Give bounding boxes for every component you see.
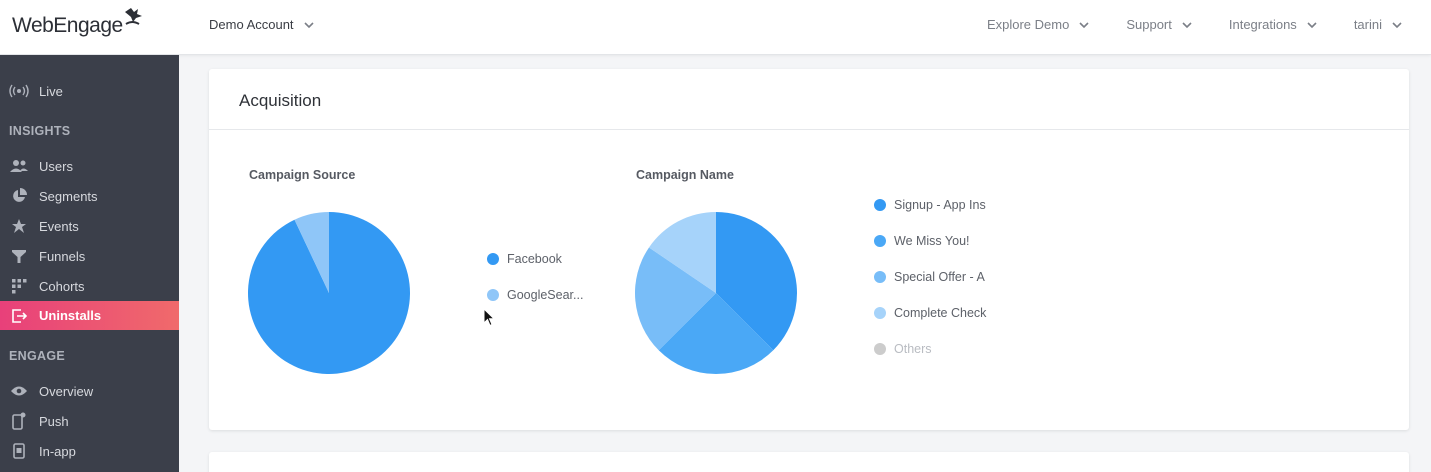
legend-dot xyxy=(874,307,886,319)
pie-slice-special-offer-a[interactable] xyxy=(635,247,716,351)
legend-label: Facebook xyxy=(507,252,562,266)
legend-item-complete-check[interactable]: Complete Check xyxy=(874,306,994,320)
pie-slice-complete-check[interactable] xyxy=(649,212,716,293)
pie-slice-signup-app-ins[interactable] xyxy=(716,212,797,351)
sidebar-item-label: Cohorts xyxy=(39,278,85,294)
account-switcher[interactable]: Demo Account xyxy=(209,0,315,49)
sidebar-item-label: Uninstalls xyxy=(39,308,102,323)
chevron-down-icon xyxy=(303,21,314,28)
section-heading-insights: INSIGHTS xyxy=(9,124,71,138)
bird-logo-icon xyxy=(125,8,142,25)
section-heading-engage: ENGAGE xyxy=(9,349,65,363)
top-bar: WebEngage Demo Account Explore Demo Supp… xyxy=(0,0,1431,55)
mouse-cursor-icon xyxy=(483,308,495,327)
pie-segment-icon xyxy=(9,187,29,205)
sidebar-item-users[interactable]: Users xyxy=(0,151,179,181)
legend-item-we-miss-you[interactable]: We Miss You! xyxy=(874,234,994,248)
card-title: Acquisition xyxy=(239,91,322,110)
star-burst-icon xyxy=(9,217,29,235)
sidebar-item-segments[interactable]: Segments xyxy=(0,181,179,211)
mobile-push-icon xyxy=(9,412,29,430)
sidebar-item-live[interactable]: Live xyxy=(0,76,179,106)
legend-item-googlesearch[interactable]: GoogleSear... xyxy=(487,288,597,302)
pie-slice-facebook[interactable] xyxy=(247,212,410,374)
sidebar-item-label: Events xyxy=(39,218,79,234)
legend-item-special-offer[interactable]: Special Offer - A xyxy=(874,270,994,284)
sidebar-item-push[interactable]: Push xyxy=(0,406,179,436)
legend-label: Others xyxy=(894,342,932,356)
next-card xyxy=(209,452,1409,472)
chart-title-campaign-source: Campaign Source xyxy=(249,168,356,182)
nav-support[interactable]: Support xyxy=(1126,17,1193,32)
mobile-inapp-icon xyxy=(9,442,29,460)
sidebar-item-label: Funnels xyxy=(39,248,86,264)
legend-dot xyxy=(874,271,886,283)
legend-item-facebook[interactable]: Facebook xyxy=(487,252,597,266)
sidebar-item-label: Overview xyxy=(39,383,94,399)
legend-item-signup[interactable]: Signup - App Ins xyxy=(874,198,994,212)
chevron-down-icon xyxy=(1182,21,1192,28)
sidebar-item-inapp[interactable]: In-app xyxy=(0,436,179,466)
sidebar-item-cohorts[interactable]: Cohorts xyxy=(0,271,179,301)
sidebar: Live INSIGHTS Users Segments Events Funn… xyxy=(0,55,179,472)
broadcast-icon xyxy=(9,82,29,100)
legend-label: Signup - App Ins xyxy=(894,198,986,212)
funnel-icon xyxy=(9,247,29,265)
top-nav: Explore Demo Support Integrations tarini xyxy=(951,0,1403,49)
nav-user-menu[interactable]: tarini xyxy=(1354,17,1403,32)
nav-user-label: tarini xyxy=(1353,17,1382,32)
sidebar-item-label: In-app xyxy=(39,443,76,459)
sidebar-item-label: Push xyxy=(39,413,69,429)
legend-dot xyxy=(874,343,886,355)
nav-integrations[interactable]: Integrations xyxy=(1229,17,1318,32)
eye-icon xyxy=(9,382,29,400)
chevron-down-icon xyxy=(1079,21,1089,28)
legend-label: We Miss You! xyxy=(894,234,970,248)
users-icon xyxy=(9,157,29,175)
nav-explore-demo-label: Explore Demo xyxy=(986,17,1070,32)
legend-dot xyxy=(487,253,499,265)
sidebar-item-label: Segments xyxy=(39,188,98,204)
legend-label: Complete Check xyxy=(894,306,987,320)
legend-dot xyxy=(487,289,499,301)
acquisition-card: Acquisition Campaign Source Facebook Goo… xyxy=(209,69,1409,430)
legend-label: GoogleSear... xyxy=(507,288,584,302)
sidebar-item-events[interactable]: Events xyxy=(0,211,179,241)
sidebar-item-funnels[interactable]: Funnels xyxy=(0,241,179,271)
webengage-logo[interactable]: WebEngage xyxy=(12,8,142,42)
nav-integrations-label: Integrations xyxy=(1228,17,1297,32)
pie-slice-we-miss-you[interactable] xyxy=(658,293,774,374)
logo-text: WebEngage xyxy=(12,14,123,37)
divider xyxy=(209,129,1409,130)
chevron-down-icon xyxy=(1307,21,1317,28)
sidebar-item-overview[interactable]: Overview xyxy=(0,376,179,406)
pie-slice-googlesear[interactable] xyxy=(294,212,329,293)
campaign-name-pie xyxy=(635,212,797,374)
grid-dots-icon xyxy=(9,277,29,295)
campaign-source-pie xyxy=(247,212,410,374)
legend-item-others[interactable]: Others xyxy=(874,342,994,356)
account-label: Demo Account xyxy=(209,17,294,32)
chevron-down-icon xyxy=(1392,21,1402,28)
exit-icon xyxy=(9,307,29,325)
nav-explore-demo[interactable]: Explore Demo xyxy=(987,17,1090,32)
nav-support-label: Support xyxy=(1126,17,1172,32)
sidebar-item-label: Live xyxy=(39,83,63,99)
legend-dot xyxy=(874,235,886,247)
legend-dot xyxy=(874,199,886,211)
sidebar-item-label: Users xyxy=(39,158,73,174)
chart-title-campaign-name: Campaign Name xyxy=(636,168,734,182)
legend-label: Special Offer - A xyxy=(894,270,985,284)
sidebar-item-uninstalls[interactable]: Uninstalls xyxy=(0,301,179,330)
